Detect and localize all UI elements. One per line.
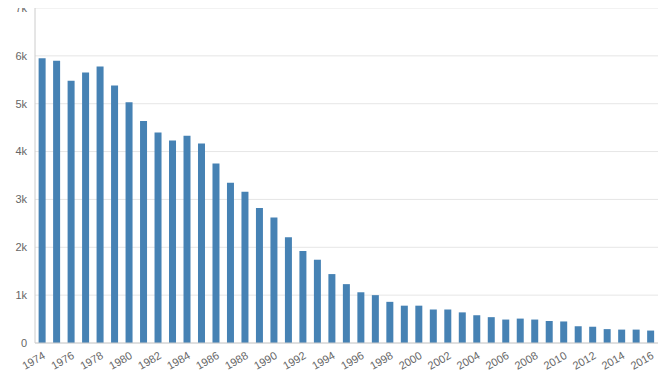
- svg-text:1974: 1974: [20, 349, 47, 372]
- svg-text:1992: 1992: [281, 349, 308, 372]
- svg-text:3k: 3k: [15, 193, 27, 205]
- svg-text:2016: 2016: [628, 349, 655, 372]
- svg-text:1986: 1986: [194, 349, 221, 372]
- svg-text:1988: 1988: [223, 349, 250, 372]
- svg-text:7k: 7k: [15, 8, 27, 14]
- svg-text:5k: 5k: [15, 98, 27, 110]
- svg-text:1990: 1990: [252, 349, 279, 372]
- svg-text:2000: 2000: [397, 349, 424, 372]
- svg-text:2k: 2k: [15, 241, 27, 253]
- svg-text:2014: 2014: [599, 349, 626, 372]
- svg-text:1980: 1980: [107, 349, 134, 372]
- svg-text:1978: 1978: [78, 349, 105, 372]
- svg-text:1996: 1996: [339, 349, 366, 372]
- svg-text:2006: 2006: [484, 349, 511, 372]
- svg-text:1k: 1k: [15, 289, 27, 301]
- svg-text:1976: 1976: [49, 349, 76, 372]
- svg-text:1994: 1994: [310, 349, 337, 372]
- svg-text:1998: 1998: [368, 349, 395, 372]
- svg-text:2002: 2002: [426, 349, 453, 372]
- svg-text:2004: 2004: [455, 349, 482, 372]
- svg-text:2012: 2012: [571, 349, 598, 372]
- svg-text:6k: 6k: [15, 50, 27, 62]
- svg-text:2008: 2008: [513, 349, 540, 372]
- svg-text:2010: 2010: [542, 349, 569, 372]
- svg-text:1982: 1982: [136, 349, 163, 372]
- svg-text:4k: 4k: [15, 145, 27, 157]
- svg-text:1984: 1984: [165, 349, 192, 372]
- svg-text:0: 0: [21, 337, 27, 349]
